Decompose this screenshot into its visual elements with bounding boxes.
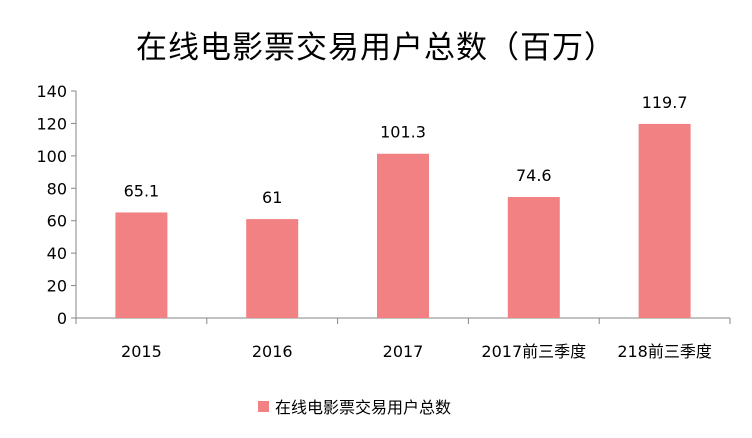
legend: 在线电影票交易用户总数: [258, 394, 451, 418]
data-label: 119.7: [642, 93, 688, 112]
data-label: 101.3: [380, 123, 426, 142]
legend-label: 在线电影票交易用户总数: [275, 398, 452, 417]
y-tick-label: 100: [36, 147, 67, 166]
bar: [246, 219, 299, 318]
y-tick-label: 60: [47, 212, 67, 231]
x-tick-label: 2017: [383, 342, 424, 361]
x-tick-label: 2016: [252, 342, 293, 361]
chart-title: 在线电影票交易用户总数（百万）: [136, 30, 616, 66]
data-label: 65.1: [124, 181, 160, 200]
x-tick-label: 218前三季度: [617, 342, 712, 361]
y-tick-label: 80: [47, 179, 67, 198]
data-label: 74.6: [516, 166, 552, 185]
bar: [507, 197, 560, 318]
y-tick-label: 20: [47, 277, 67, 296]
bar: [377, 153, 429, 318]
legend-swatch: [258, 400, 269, 412]
bar: [115, 212, 168, 318]
y-tick-label: 120: [36, 114, 67, 133]
data-label: 61: [262, 188, 282, 207]
bar: [638, 123, 691, 318]
y-tick-label: 140: [36, 82, 67, 101]
x-tick-label: 2017前三季度: [481, 342, 586, 361]
y-tick-label: 40: [47, 244, 67, 263]
y-tick-label: 0: [57, 309, 67, 328]
x-tick-label: 2015: [121, 342, 162, 361]
